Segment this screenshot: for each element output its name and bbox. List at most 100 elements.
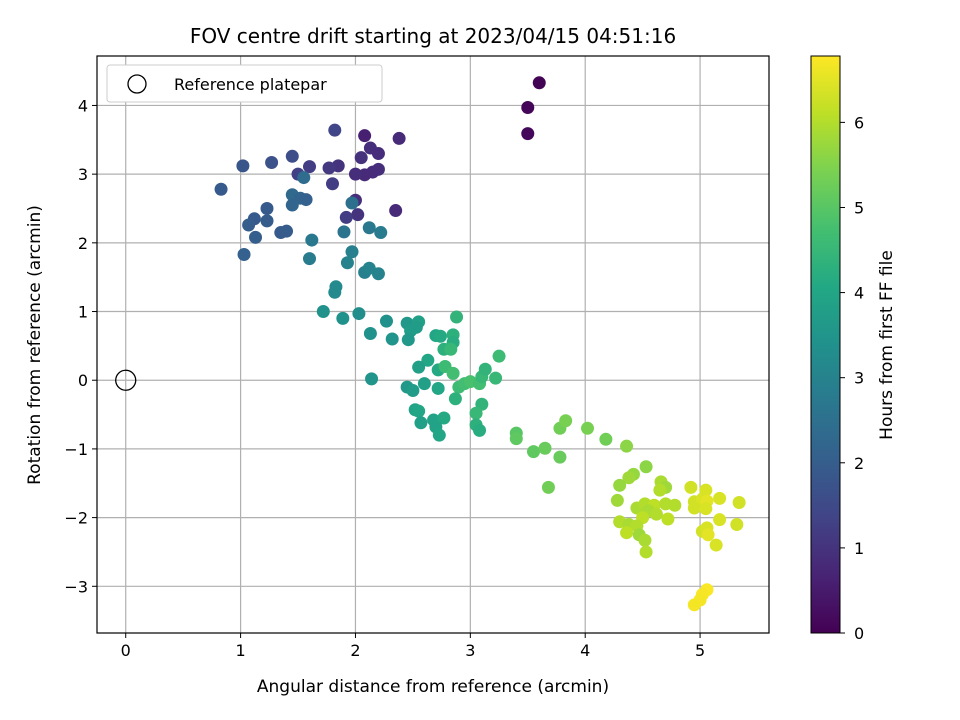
data-point (730, 517, 744, 531)
data-point (305, 233, 319, 247)
data-point (446, 366, 460, 380)
colorbar-tick-label: 4 (854, 284, 864, 303)
data-point (622, 471, 636, 485)
colorbar-ticks: 0 1 2 3 4 5 6 (840, 113, 864, 643)
data-point (236, 159, 250, 173)
data-point (639, 460, 653, 474)
data-point (701, 528, 715, 542)
data-point (406, 384, 420, 398)
colorbar-tick-label: 6 (854, 113, 864, 132)
x-tick-label: 4 (580, 641, 590, 660)
data-point (358, 129, 372, 143)
data-point (553, 450, 567, 464)
data-point (280, 224, 294, 238)
data-point (527, 445, 541, 459)
data-point (521, 101, 535, 115)
legend-marker (127, 74, 147, 94)
plot-area-frame (96, 55, 770, 634)
data-point (249, 230, 263, 244)
data-point (303, 252, 317, 266)
y-tick-label: −2 (64, 509, 88, 528)
x-axis-ticks: 0 1 2 3 4 5 (121, 633, 705, 660)
data-point (492, 349, 506, 363)
data-point (620, 526, 634, 540)
data-point (668, 498, 682, 512)
data-point (345, 196, 359, 210)
data-point (285, 149, 299, 163)
data-point (345, 245, 359, 259)
data-point (473, 423, 487, 437)
data-point (559, 414, 573, 428)
y-tick-label: 3 (78, 165, 88, 184)
data-point (265, 155, 279, 169)
data-point (444, 342, 458, 356)
data-point (417, 377, 431, 391)
data-point (469, 406, 483, 420)
y-tick-label: 1 (78, 303, 88, 322)
data-point (433, 329, 447, 343)
data-point (337, 225, 351, 239)
colorbar-tick-label: 1 (854, 539, 864, 558)
data-point (661, 512, 675, 526)
data-points (214, 76, 746, 612)
data-point (336, 311, 350, 325)
data-point (409, 320, 423, 334)
colorbar-tick-label: 0 (854, 624, 864, 643)
y-tick-label: 2 (78, 234, 88, 253)
data-point (389, 204, 403, 218)
data-point (354, 151, 368, 165)
legend-label: Reference platepar (174, 75, 327, 94)
data-point (448, 392, 462, 406)
data-point (352, 307, 366, 321)
data-point (532, 76, 546, 90)
colorbar-tick-label: 2 (854, 454, 864, 473)
data-point (365, 372, 379, 386)
data-point (379, 314, 393, 328)
data-point (437, 411, 451, 425)
colorbar-gradient (810, 55, 841, 634)
legend-box (106, 64, 383, 103)
colorbar-tick-label: 5 (854, 198, 864, 217)
data-point (385, 332, 399, 346)
x-tick-label: 0 (121, 641, 131, 660)
data-point (412, 404, 426, 418)
data-point (401, 333, 415, 347)
data-point (709, 538, 723, 552)
data-point (214, 182, 228, 196)
data-point (431, 381, 445, 395)
data-point (541, 480, 555, 494)
data-point (489, 371, 503, 385)
data-point (538, 441, 552, 455)
data-point (478, 362, 492, 376)
data-point (581, 421, 595, 435)
data-point (260, 214, 274, 228)
x-tick-label: 3 (465, 641, 475, 660)
legend: Reference platepar (106, 64, 383, 103)
data-point (713, 513, 727, 527)
data-point (649, 507, 663, 521)
data-point (432, 428, 446, 442)
data-point (732, 495, 746, 509)
data-point (684, 480, 698, 494)
x-axis-label: Angular distance from reference (arcmin) (257, 677, 609, 697)
data-point (412, 360, 426, 374)
data-point (653, 483, 667, 497)
chart-title: FOV centre drift starting at 2023/04/15 … (190, 24, 676, 48)
data-point (509, 432, 523, 446)
data-point (260, 201, 274, 215)
data-point (613, 478, 627, 492)
data-point (450, 310, 464, 324)
data-point (299, 193, 313, 207)
colorbar-label: Hours from first FF file (877, 250, 897, 440)
data-point (351, 208, 365, 222)
data-point (421, 353, 435, 367)
data-point (322, 161, 336, 175)
colorbar: 0 1 2 3 4 5 6 Hours from first FF file (810, 55, 897, 643)
data-point (599, 432, 613, 446)
data-point (699, 502, 713, 516)
reference-marker (115, 369, 137, 391)
data-point (297, 171, 311, 185)
data-point (392, 131, 406, 145)
data-point (362, 221, 376, 235)
